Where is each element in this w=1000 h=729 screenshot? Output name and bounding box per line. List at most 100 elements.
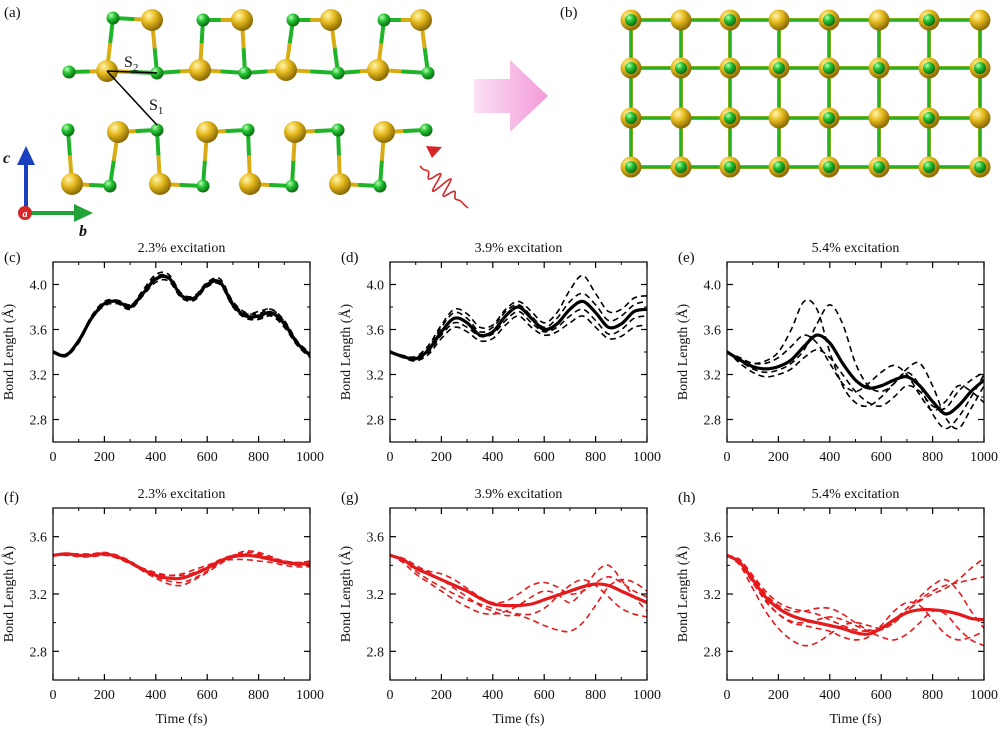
green-atom — [196, 179, 210, 193]
grid-atom — [918, 107, 940, 129]
grid-atom — [868, 156, 890, 178]
y-tick-label: 3.6 — [30, 324, 48, 339]
sulfur-atom — [320, 9, 342, 31]
x-tick-label: 0 — [724, 450, 731, 465]
grid-atom — [719, 9, 741, 31]
grid-atom — [969, 57, 991, 79]
sulfur-atom — [239, 173, 261, 195]
chart-d: (d) 3.9% excitation 0 200 400 600 800 1000 2.8 3.… — [338, 241, 661, 465]
x-tick-label: 800 — [922, 450, 943, 465]
chart-title: 5.4% excitation — [812, 241, 900, 256]
x-tick-label: 400 — [482, 450, 503, 465]
x-tick-label: 400 — [482, 688, 503, 703]
green-atom — [241, 123, 255, 137]
grid-atom — [969, 9, 991, 31]
sulfur-atom — [275, 59, 297, 81]
x-tick-label: 400 — [819, 450, 840, 465]
sulfur-atom — [149, 173, 171, 195]
chart-title: 3.9% excitation — [475, 487, 563, 502]
series-line-dashed — [390, 554, 647, 633]
series-group — [727, 299, 984, 430]
sulfur-atom — [373, 121, 395, 143]
chart-panel-label: (c) — [4, 250, 21, 266]
x-tick-label: 0 — [50, 450, 57, 465]
series-group — [53, 550, 310, 587]
series-line-dashed — [727, 554, 984, 641]
x-tick-label: 0 — [387, 688, 394, 703]
x-tick-label: 800 — [248, 450, 269, 465]
chart-panel-label: (f) — [4, 490, 19, 506]
chart-panel-label: (h) — [678, 490, 696, 506]
axis-c-label: c — [3, 150, 10, 167]
grid-atom — [719, 107, 741, 129]
panel-b-label: (b) — [560, 5, 578, 21]
grid-atom — [670, 156, 692, 178]
green-atom — [419, 123, 433, 137]
y-tick-label: 3.2 — [30, 588, 48, 603]
wave-packet-icon — [419, 146, 469, 209]
plot-frame — [52, 261, 311, 443]
s2-line — [106, 70, 158, 74]
axis-c-arrowhead — [17, 146, 35, 165]
grid-atoms — [620, 9, 991, 178]
series-group — [53, 271, 310, 359]
series-line-solid — [53, 274, 310, 358]
grid-atom — [969, 107, 991, 129]
x-tick-label: 0 — [50, 688, 57, 703]
sulfur-atom — [367, 59, 389, 81]
chart-panel-label: (g) — [341, 490, 359, 506]
x-tick-label: 600 — [197, 450, 218, 465]
x-tick-label: 200 — [94, 450, 115, 465]
x-tick-label: 200 — [431, 688, 452, 703]
green-atom — [373, 179, 387, 193]
plot-frame — [52, 507, 311, 681]
chart-f: (f) 2.3% excitation 0 200 400 600 800 1000 2.8 3.… — [1, 487, 324, 727]
y-tick-label: 4.0 — [30, 279, 48, 294]
series-line-solid — [53, 552, 310, 581]
y-axis-label: Bond Length (Å) — [338, 303, 354, 400]
grid-atom — [918, 9, 940, 31]
series-line-dashed — [390, 554, 647, 604]
structure-bonds — [66, 16, 430, 188]
s2-label: S2 — [124, 54, 138, 74]
chart-title: 5.4% excitation — [812, 487, 900, 502]
green-atom — [150, 123, 164, 137]
x-tick-label: 600 — [197, 688, 218, 703]
panel-a-label: (a) — [4, 5, 21, 21]
grid-atom — [719, 57, 741, 79]
y-tick-label: 3.2 — [704, 369, 722, 384]
series-line-dashed — [390, 315, 647, 362]
series-line-dashed — [727, 299, 984, 430]
grid-atom — [768, 156, 790, 178]
grid-atom — [868, 57, 890, 79]
series-line-solid — [727, 333, 984, 416]
grid-atom — [818, 156, 840, 178]
series-line-dashed — [727, 554, 984, 632]
axis-b-arrowhead — [74, 204, 93, 222]
x-axis-label: Time (fs) — [156, 712, 208, 727]
plot-frame — [726, 507, 985, 681]
green-atom — [196, 13, 210, 27]
x-tick-label: 600 — [534, 450, 555, 465]
x-tick-label: 1000 — [970, 688, 998, 703]
y-tick-label: 2.8 — [367, 414, 385, 429]
y-tick-label: 3.2 — [704, 588, 722, 603]
x-tick-label: 800 — [922, 688, 943, 703]
crystal-axes: a c b — [3, 146, 93, 240]
grid-atom — [868, 107, 890, 129]
chart-panel-label: (d) — [341, 250, 359, 266]
y-axis-label: Bond Length (Å) — [675, 303, 691, 400]
x-axis-label: Time (fs) — [830, 712, 882, 727]
green-atom — [377, 13, 391, 27]
series-group — [727, 553, 984, 647]
sulfur-atom — [61, 173, 83, 195]
grid-atom — [768, 57, 790, 79]
y-tick-label: 3.6 — [704, 531, 722, 546]
grid-atom — [670, 107, 692, 129]
grid-bonds — [629, 18, 982, 169]
series-line-dashed — [53, 271, 310, 356]
series-line-dashed — [390, 274, 647, 358]
series-line-dashed — [390, 292, 647, 360]
series-line-dashed — [390, 554, 647, 618]
